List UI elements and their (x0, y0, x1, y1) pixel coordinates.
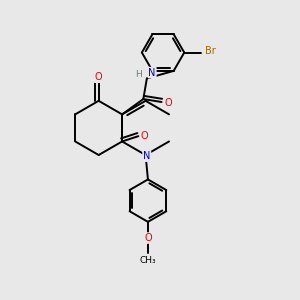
Text: Br: Br (205, 46, 215, 56)
Text: CH₃: CH₃ (140, 256, 156, 265)
Text: N: N (148, 68, 156, 78)
Text: H: H (135, 70, 142, 80)
Text: O: O (145, 233, 152, 243)
Text: O: O (164, 98, 172, 108)
Text: O: O (95, 72, 103, 82)
Text: N: N (143, 151, 150, 161)
Text: O: O (141, 130, 148, 141)
